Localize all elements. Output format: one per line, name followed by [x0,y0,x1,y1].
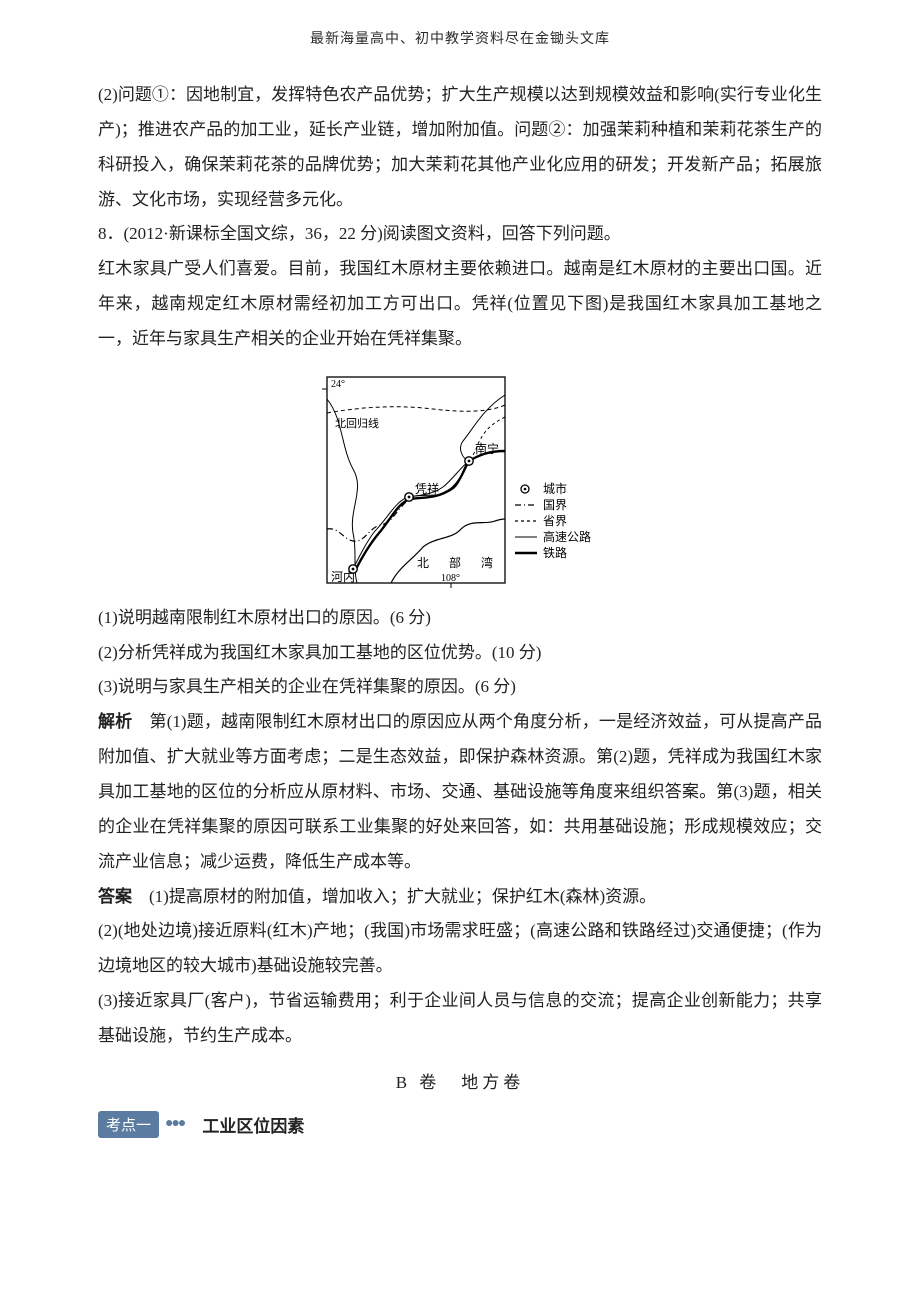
section-b-title: B 卷 地方卷 [98,1066,822,1101]
q8-head: 8．(2012·新课标全国文综，36，22 分)阅读图文资料，回答下列问题。 [98,217,822,252]
pingxiang-label: 凭祥 [415,481,439,496]
tropic-line [327,405,505,413]
hanoi-label: 河内 [331,570,355,584]
figure-wrap: 24° 北回归线 [98,369,822,591]
legend-shengjie: 省界 [543,514,567,528]
legend-tielu: 铁路 [543,545,567,560]
answer-2: (2)(地处边境)接近原料(红木)产地；(我国)市场需求旺盛；(高速公路和铁路经… [98,914,822,984]
kaodian-badge: 考点一 [98,1111,159,1138]
kaodian-text: 工业区位因素 [202,1112,304,1137]
answer-1-body: (1)提高原材的附加值，增加收入；扩大就业；保护红木(森林)资源。 [132,887,656,906]
kaodian-dots-icon: ●●● [165,1116,184,1132]
page: 最新海量高中、初中教学资料尽在金锄头文库 (2)问题①：因地制宜，发挥特色农产品… [0,0,920,1302]
lat-24: 24° [331,379,345,390]
legend-guojie: 国界 [543,498,567,512]
answer-label: 答案 [98,887,132,906]
q8-body: 红木家具广受人们喜爱。目前，我国红木原材主要依赖进口。越南是红木原材的主要出口国… [98,252,822,357]
expressway [353,461,469,569]
map-svg: 24° 北回归线 [313,369,608,591]
lon-108: 108° [441,573,460,584]
page-header: 最新海量高中、初中教学资料尽在金锄头文库 [98,28,822,48]
map-frame [327,377,505,583]
prev-answer-2: (2)问题①：因地制宜，发挥特色农产品优势；扩大生产规模以达到规模效益和影响(实… [98,78,822,217]
answer-1: 答案 (1)提高原材的附加值，增加收入；扩大就业；保护红木(森林)资源。 [98,880,822,915]
nanning-label: 南宁 [475,441,499,456]
kaodian-row: 考点一 ●●● 工业区位因素 [98,1111,822,1138]
q8-sub3: (3)说明与家具生产相关的企业在凭祥集聚的原因。(6 分) [98,670,822,705]
beibuwan-label: 北 部 湾 [417,555,497,570]
jiexi-label: 解析 [98,712,132,731]
legend: 城市 国界 省界 高速公路 铁路 [515,481,591,560]
railway [355,461,469,571]
map-figure: 24° 北回归线 [313,369,608,591]
answer-3: (3)接近家具厂(客户)，节省运输费用；利于企业间人员与信息的交流；提高企业创新… [98,984,822,1054]
jiexi-body: 第(1)题，越南限制红木原材出口的原因应从两个角度分析，一是经济效益，可从提高产… [98,712,822,870]
q8-sub1: (1)说明越南限制红木原材出口的原因。(6 分) [98,601,822,636]
legend-gaosu: 高速公路 [543,529,591,544]
q8-sub2: (2)分析凭祥成为我国红木家具加工基地的区位优势。(10 分) [98,636,822,671]
national-border [327,497,409,541]
legend-city: 城市 [543,481,567,496]
jiexi: 解析 第(1)题，越南限制红木原材出口的原因应从两个角度分析，一是经济效益，可从… [98,705,822,879]
tropic-label: 北回归线 [335,416,379,430]
